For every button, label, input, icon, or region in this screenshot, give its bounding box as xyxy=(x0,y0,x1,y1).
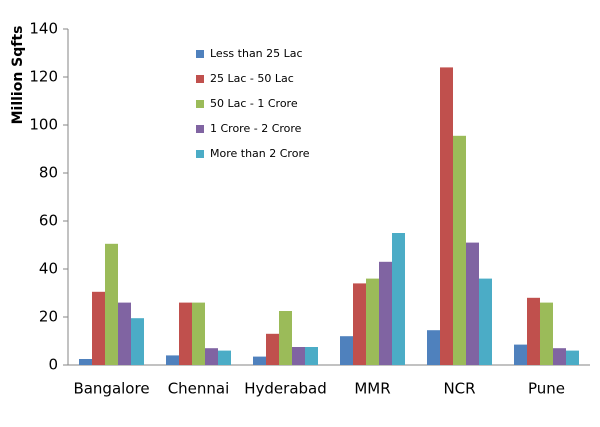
bar xyxy=(553,348,566,365)
bar xyxy=(427,330,440,365)
y-tick-label: 140 xyxy=(29,20,58,38)
legend-label: More than 2 Crore xyxy=(210,147,310,160)
y-tick-label: 0 xyxy=(48,356,58,374)
x-tick-label: Chennai xyxy=(168,380,230,398)
bar xyxy=(305,347,318,365)
bar xyxy=(366,278,379,365)
y-tick-label: 80 xyxy=(39,164,58,182)
bar xyxy=(453,135,466,365)
bar xyxy=(92,291,105,365)
legend-swatch xyxy=(196,150,204,158)
bar xyxy=(131,318,144,365)
bar xyxy=(292,347,305,365)
legend-label: 1 Crore - 2 Crore xyxy=(210,122,302,135)
x-tick-label: NCR xyxy=(443,380,475,398)
y-tick-label: 60 xyxy=(39,212,58,230)
bar xyxy=(379,261,392,365)
bar xyxy=(527,297,540,365)
bar xyxy=(479,278,492,365)
bar xyxy=(179,302,192,365)
legend-swatch xyxy=(196,75,204,83)
bar xyxy=(279,311,292,365)
legend-swatch xyxy=(196,125,204,133)
bar xyxy=(105,243,118,365)
bar xyxy=(440,67,453,366)
y-tick-label: 100 xyxy=(29,116,58,134)
legend-label: 50 Lac - 1 Crore xyxy=(210,97,298,110)
x-tick-label: Hyderabad xyxy=(244,380,327,398)
bar xyxy=(118,302,131,365)
x-tick-label: MMR xyxy=(354,380,390,398)
y-tick-label: 20 xyxy=(39,308,58,326)
bar xyxy=(79,359,92,365)
bar xyxy=(166,355,179,365)
bar xyxy=(253,356,266,365)
bar xyxy=(266,333,279,365)
x-tick-label: Pune xyxy=(528,380,565,398)
legend-swatch xyxy=(196,100,204,108)
y-axis-label: Million Sqfts xyxy=(10,26,26,125)
legend-label: Less than 25 Lac xyxy=(210,47,303,60)
bar xyxy=(392,233,405,365)
legend-label: 25 Lac - 50 Lac xyxy=(210,72,294,85)
y-tick-label: 40 xyxy=(39,260,58,278)
bar xyxy=(218,350,231,365)
bar xyxy=(540,302,553,365)
bar xyxy=(514,344,527,365)
x-tick-label: Bangalore xyxy=(73,380,149,398)
y-tick-label: 120 xyxy=(29,68,58,86)
bar xyxy=(205,348,218,365)
bar xyxy=(466,242,479,365)
bar xyxy=(192,302,205,365)
legend-swatch xyxy=(196,50,204,58)
bar xyxy=(340,336,353,365)
bar xyxy=(353,283,366,365)
bar xyxy=(566,350,579,365)
